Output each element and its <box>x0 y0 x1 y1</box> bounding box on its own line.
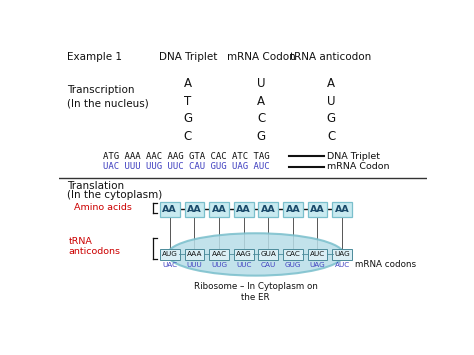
Text: DNA Triplet: DNA Triplet <box>159 52 217 62</box>
Text: Transcription: Transcription <box>66 85 134 95</box>
Ellipse shape <box>168 233 344 275</box>
Text: UAG: UAG <box>310 262 325 268</box>
Text: Amino acids: Amino acids <box>74 203 132 213</box>
Text: (In the cytoplasm): (In the cytoplasm) <box>66 190 162 200</box>
Text: U: U <box>327 94 335 108</box>
Text: tRNA
anticodons: tRNA anticodons <box>68 236 120 256</box>
Text: AA: AA <box>285 205 300 214</box>
Text: GUG: GUG <box>284 262 301 268</box>
Text: AA: AA <box>310 205 325 214</box>
Text: A: A <box>327 77 335 90</box>
Text: CAC: CAC <box>285 251 301 257</box>
Text: DNA Triplet: DNA Triplet <box>328 152 381 160</box>
Text: G: G <box>183 112 192 125</box>
FancyBboxPatch shape <box>258 249 278 260</box>
FancyBboxPatch shape <box>308 202 328 217</box>
Text: mRNA codons: mRNA codons <box>355 260 416 268</box>
FancyBboxPatch shape <box>332 202 352 217</box>
FancyBboxPatch shape <box>283 249 303 260</box>
Text: AUC: AUC <box>335 262 350 268</box>
FancyBboxPatch shape <box>160 249 180 260</box>
Text: AUC: AUC <box>310 251 325 257</box>
Text: A: A <box>257 94 265 108</box>
FancyBboxPatch shape <box>283 202 303 217</box>
Text: AA: AA <box>261 205 276 214</box>
Text: C: C <box>184 130 192 143</box>
Text: G: G <box>327 112 336 125</box>
Text: C: C <box>327 130 335 143</box>
Text: UUU: UUU <box>187 262 202 268</box>
Text: AA: AA <box>163 205 177 214</box>
Text: CAU: CAU <box>261 262 276 268</box>
Text: Translation: Translation <box>66 181 124 191</box>
Text: AUG: AUG <box>162 251 178 257</box>
FancyBboxPatch shape <box>160 202 180 217</box>
Text: U: U <box>257 77 265 90</box>
Text: UAC UUU UUG UUC CAU GUG UAG AUC: UAC UUU UUG UUC CAU GUG UAG AUC <box>103 163 270 171</box>
Text: UAC: UAC <box>162 262 177 268</box>
Text: G: G <box>257 130 266 143</box>
Text: UUC: UUC <box>236 262 251 268</box>
FancyBboxPatch shape <box>234 249 254 260</box>
FancyBboxPatch shape <box>258 202 278 217</box>
Text: Ribosome – In Cytoplasm on
the ER: Ribosome – In Cytoplasm on the ER <box>194 283 318 302</box>
Text: AAG: AAG <box>236 251 252 257</box>
Text: AA: AA <box>212 205 227 214</box>
FancyBboxPatch shape <box>209 202 229 217</box>
Text: mRNA Codon: mRNA Codon <box>328 163 390 171</box>
Text: AA: AA <box>187 205 202 214</box>
FancyBboxPatch shape <box>209 249 229 260</box>
Text: UUG: UUG <box>211 262 227 268</box>
Text: Example 1: Example 1 <box>66 52 122 62</box>
Text: GUA: GUA <box>260 251 276 257</box>
Text: mRNA Codon: mRNA Codon <box>227 52 296 62</box>
Text: UAG: UAG <box>334 251 350 257</box>
Text: A: A <box>184 77 192 90</box>
Text: C: C <box>257 112 265 125</box>
FancyBboxPatch shape <box>184 202 204 217</box>
Text: (In the nucleus): (In the nucleus) <box>66 99 148 109</box>
Text: AAC: AAC <box>211 251 227 257</box>
Text: tRNA anticodon: tRNA anticodon <box>291 52 372 62</box>
FancyBboxPatch shape <box>234 202 254 217</box>
Text: AA: AA <box>335 205 349 214</box>
Text: ATG AAA AAC AAG GTA CAC ATC TAG: ATG AAA AAC AAG GTA CAC ATC TAG <box>103 152 270 160</box>
FancyBboxPatch shape <box>184 249 204 260</box>
FancyBboxPatch shape <box>332 249 352 260</box>
Text: AAA: AAA <box>187 251 202 257</box>
Text: T: T <box>184 94 191 108</box>
FancyBboxPatch shape <box>308 249 328 260</box>
Text: AA: AA <box>236 205 251 214</box>
